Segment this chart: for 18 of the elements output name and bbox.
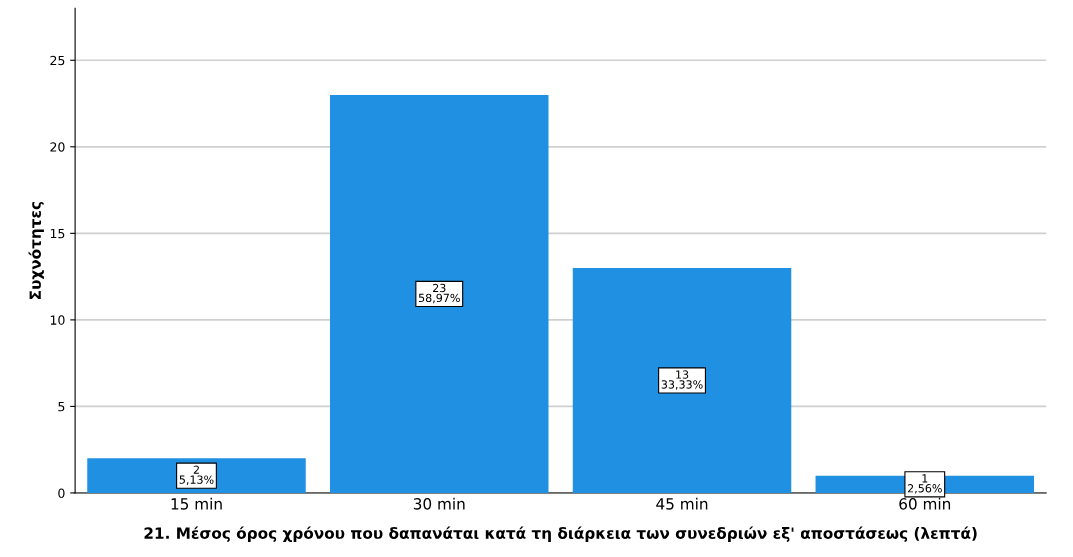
bar [330,94,549,493]
y-tick-label: 10 [50,315,65,325]
y-tick-label: 20 [50,142,65,152]
x-tick-label: 30 min [413,497,465,510]
x-tick-label: 15 min [171,497,222,510]
data-label: 23 58,97% [418,283,460,304]
y-axis-title: Συχνότητες [28,201,44,299]
y-tick-label: 15 [50,228,65,239]
bar [572,267,792,493]
data-label: 2 5,13% [179,465,214,485]
data-label: 1 2,56% [907,474,942,494]
y-tick-label: 25 [50,55,65,66]
x-axis-title: 21. Μέσος όρος χρόνου που δαπανάται κατά τη διάρκεια των συνεδριών εξ' αποστάσεως (λεπτά) [144,526,977,542]
x-tick-label: 45 min [656,497,708,510]
y-tick-label: 0 [58,488,65,498]
x-tick-label: 60 min [899,497,951,510]
y-tick-label: 5 [58,402,65,412]
data-label: 13 33,33% [661,370,703,390]
